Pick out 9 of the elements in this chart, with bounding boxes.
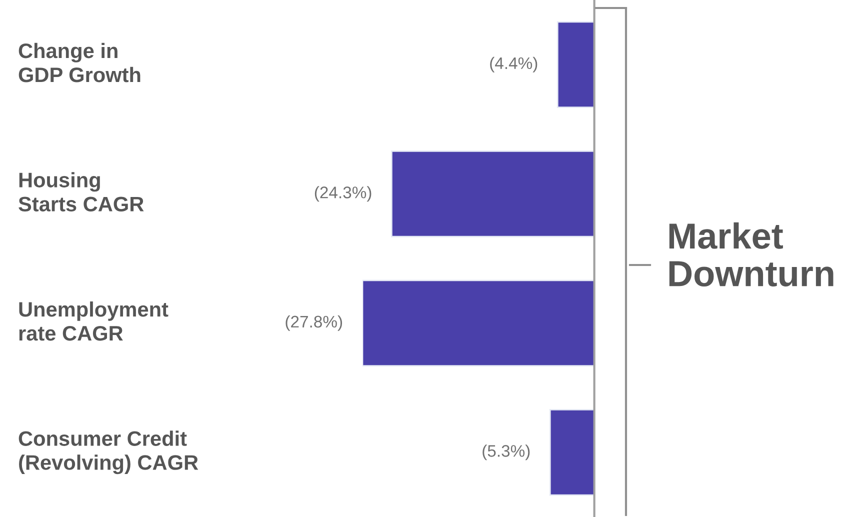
y-tick-label: Consumer Credit (Revolving) CAGR [18,430,198,474]
data-label: (4.4%) [490,56,538,72]
data-label: (27.8%) [286,315,342,331]
data-label: (24.3%) [314,186,372,202]
y-tick-label: Change in GDP Growth [18,42,140,82]
text: Market Downturn [669,222,834,286]
y-tick-label: Housing Starts CAGR [18,172,144,212]
data-label: (5.3%) [482,444,530,460]
y-tick-label: Unemployment rate CAGR [19,301,168,341]
